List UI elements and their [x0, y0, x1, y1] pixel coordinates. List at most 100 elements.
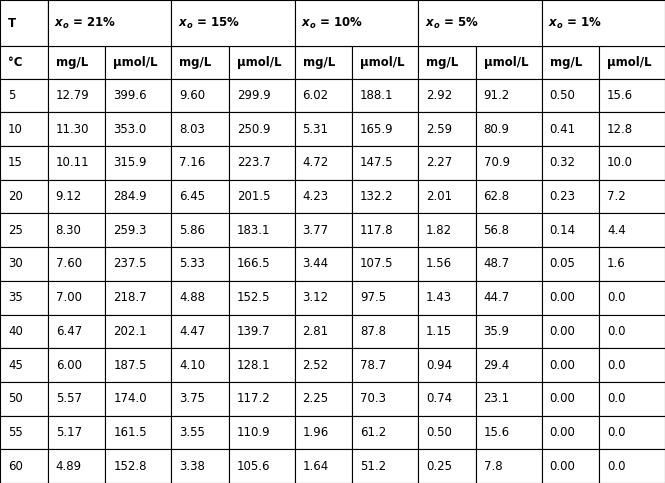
Text: 4.10: 4.10 — [179, 358, 205, 371]
Bar — [48, 449, 105, 483]
Text: 0.50: 0.50 — [426, 426, 452, 439]
Text: 107.5: 107.5 — [360, 257, 394, 270]
Bar — [541, 180, 599, 213]
Text: 11.30: 11.30 — [56, 123, 89, 136]
Bar — [541, 449, 599, 483]
Bar — [48, 382, 105, 415]
Bar — [295, 113, 352, 146]
Bar — [418, 348, 475, 382]
Text: 12.79: 12.79 — [56, 89, 89, 102]
Bar — [0, 146, 48, 180]
Text: 7.8: 7.8 — [483, 460, 502, 473]
Text: mg/L: mg/L — [549, 56, 582, 69]
Text: μmol/L: μmol/L — [360, 56, 404, 69]
Bar — [0, 213, 48, 247]
Bar — [105, 113, 171, 146]
Bar — [475, 46, 541, 79]
Bar — [0, 113, 48, 146]
Text: 5.31: 5.31 — [303, 123, 329, 136]
Bar — [229, 281, 295, 314]
Bar — [229, 180, 295, 213]
Bar — [295, 146, 352, 180]
Bar — [48, 314, 105, 348]
Text: 174.0: 174.0 — [113, 392, 147, 405]
Text: 4.88: 4.88 — [179, 291, 205, 304]
Bar — [475, 314, 541, 348]
Text: 6.00: 6.00 — [56, 358, 82, 371]
Bar — [171, 146, 229, 180]
Bar — [295, 382, 352, 415]
Bar — [418, 79, 475, 113]
Bar — [541, 314, 599, 348]
Text: 97.5: 97.5 — [360, 291, 386, 304]
Text: 91.2: 91.2 — [483, 89, 510, 102]
Bar — [352, 281, 418, 314]
Text: $\bfit{x}_{\bfit{o}}$ = 10%: $\bfit{x}_{\bfit{o}}$ = 10% — [301, 15, 363, 30]
Text: 2.81: 2.81 — [303, 325, 329, 338]
Bar — [352, 382, 418, 415]
Text: 202.1: 202.1 — [113, 325, 147, 338]
Text: 0.00: 0.00 — [549, 392, 575, 405]
Bar — [229, 449, 295, 483]
Text: 29.4: 29.4 — [483, 358, 510, 371]
Bar — [105, 180, 171, 213]
Text: 165.9: 165.9 — [360, 123, 394, 136]
Text: 10: 10 — [8, 123, 23, 136]
Bar — [418, 0, 541, 46]
Text: 70.3: 70.3 — [360, 392, 386, 405]
Text: 35.9: 35.9 — [483, 325, 509, 338]
Bar — [418, 180, 475, 213]
Text: 166.5: 166.5 — [237, 257, 270, 270]
Bar — [48, 180, 105, 213]
Text: 48.7: 48.7 — [483, 257, 509, 270]
Text: 70.9: 70.9 — [483, 156, 509, 170]
Text: 0.23: 0.23 — [549, 190, 575, 203]
Text: 187.5: 187.5 — [113, 358, 147, 371]
Bar — [599, 449, 665, 483]
Bar — [48, 415, 105, 449]
Bar — [541, 79, 599, 113]
Bar — [599, 247, 665, 281]
Bar — [171, 348, 229, 382]
Text: 55: 55 — [8, 426, 23, 439]
Text: 152.8: 152.8 — [113, 460, 147, 473]
Text: 139.7: 139.7 — [237, 325, 270, 338]
Text: $\bfit{x}_{\bfit{o}}$ = 21%: $\bfit{x}_{\bfit{o}}$ = 21% — [55, 15, 116, 30]
Text: 2.25: 2.25 — [303, 392, 329, 405]
Text: 9.60: 9.60 — [179, 89, 205, 102]
Bar — [475, 247, 541, 281]
Text: 10.0: 10.0 — [607, 156, 633, 170]
Bar — [352, 0, 418, 46]
Text: 284.9: 284.9 — [113, 190, 147, 203]
Text: 80.9: 80.9 — [483, 123, 509, 136]
Bar — [599, 113, 665, 146]
Bar — [352, 247, 418, 281]
Bar — [352, 348, 418, 382]
Bar — [48, 0, 171, 46]
Bar — [599, 281, 665, 314]
Bar — [475, 449, 541, 483]
Bar — [599, 415, 665, 449]
Bar — [352, 449, 418, 483]
Bar — [475, 213, 541, 247]
Text: $\bfit{x}_{\bfit{o}}$ = 5%: $\bfit{x}_{\bfit{o}}$ = 5% — [425, 15, 479, 30]
Text: T: T — [8, 16, 16, 29]
Bar — [0, 281, 48, 314]
Text: 45: 45 — [8, 358, 23, 371]
Text: 7.2: 7.2 — [607, 190, 626, 203]
Text: $\bfit{x}_{\bfit{o}}$ = 15%: $\bfit{x}_{\bfit{o}}$ = 15% — [178, 15, 240, 30]
Bar — [229, 247, 295, 281]
Bar — [475, 0, 541, 46]
Text: 5.17: 5.17 — [56, 426, 82, 439]
Text: 30: 30 — [8, 257, 23, 270]
Bar — [541, 0, 665, 46]
Bar — [599, 0, 665, 46]
Text: 15: 15 — [8, 156, 23, 170]
Text: 7.60: 7.60 — [56, 257, 82, 270]
Text: 35: 35 — [8, 291, 23, 304]
Bar — [352, 314, 418, 348]
Bar — [295, 213, 352, 247]
Text: 1.43: 1.43 — [426, 291, 452, 304]
Text: 250.9: 250.9 — [237, 123, 270, 136]
Text: 10.11: 10.11 — [56, 156, 89, 170]
